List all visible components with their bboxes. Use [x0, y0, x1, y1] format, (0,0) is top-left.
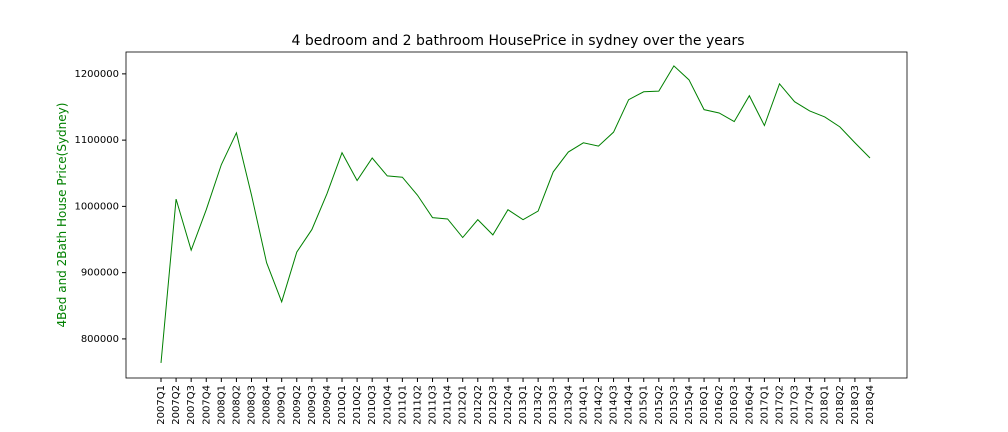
x-tick-label: 2017Q1 — [759, 385, 770, 425]
x-tick-label: 2017Q3 — [790, 385, 801, 425]
x-tick-label: 2009Q3 — [307, 385, 318, 425]
x-tick-label: 2011Q1 — [397, 385, 408, 425]
y-tick-label: 1100000 — [74, 135, 119, 146]
x-tick-label: 2018Q1 — [820, 385, 831, 425]
x-tick-label: 2009Q2 — [292, 385, 303, 425]
x-tick-label: 2010Q3 — [367, 385, 378, 425]
x-tick-label: 2011Q3 — [428, 385, 439, 425]
x-tick-label: 2010Q1 — [337, 385, 348, 425]
data-line — [160, 65, 871, 363]
y-tick-label: 1000000 — [74, 201, 119, 212]
x-tick-label: 2018Q3 — [850, 385, 861, 425]
x-tick-label: 2014Q4 — [624, 385, 635, 425]
plot-frame — [125, 51, 908, 379]
x-tick-label: 2015Q4 — [684, 385, 695, 425]
x-tick-label: 2016Q4 — [744, 385, 755, 425]
x-tick-label: 2007Q2 — [171, 385, 182, 425]
x-tick-label: 2018Q2 — [835, 385, 846, 425]
x-tick-label: 2014Q3 — [609, 385, 620, 425]
x-tick-label: 2013Q4 — [563, 385, 574, 425]
x-tick-label: 2008Q1 — [216, 385, 227, 425]
x-tick-label: 2015Q3 — [669, 385, 680, 425]
x-tick-label: 2011Q2 — [412, 385, 423, 425]
x-tick-label: 2013Q1 — [518, 385, 529, 425]
x-tick-label: 2008Q4 — [262, 385, 273, 425]
y-tick-label: 1200000 — [74, 69, 119, 80]
x-tick-label: 2017Q2 — [774, 385, 785, 425]
x-tick-label: 2015Q1 — [639, 385, 650, 425]
x-tick-label: 2016Q3 — [729, 385, 740, 425]
x-tick-label: 2016Q1 — [699, 385, 710, 425]
x-tick-label: 2007Q3 — [186, 385, 197, 425]
x-tick-label: 2012Q2 — [473, 385, 484, 425]
x-tick-label: 2013Q3 — [548, 385, 559, 425]
y-axis-label: 4Bed and 2Bath House Price(Sydney) — [55, 103, 69, 328]
x-tick-label: 2016Q2 — [714, 385, 725, 425]
x-tick-label: 2010Q4 — [382, 385, 393, 425]
x-tick-label: 2012Q4 — [503, 385, 514, 425]
x-tick-label: 2011Q4 — [443, 385, 454, 425]
x-tick-label: 2015Q2 — [654, 385, 665, 425]
x-tick-label: 2008Q3 — [247, 385, 258, 425]
x-tick-label: 2013Q2 — [533, 385, 544, 425]
x-tick-label: 2010Q2 — [352, 385, 363, 425]
x-tick-label: 2018Q4 — [865, 385, 876, 425]
x-tick-label: 2009Q4 — [322, 385, 333, 425]
x-tick-label: 2009Q1 — [277, 385, 288, 425]
x-tick-label: 2007Q1 — [156, 385, 167, 425]
chart-title: 4 bedroom and 2 bathroom HousePrice in s… — [291, 33, 744, 49]
x-tick-label: 2014Q2 — [593, 385, 604, 425]
x-tick-label: 2008Q2 — [231, 385, 242, 425]
x-tick-label: 2012Q3 — [488, 385, 499, 425]
y-tick-label: 900000 — [81, 268, 119, 279]
y-tick-label: 800000 — [81, 334, 119, 345]
x-tick-label: 2017Q4 — [805, 385, 816, 425]
x-tick-label: 2007Q4 — [201, 385, 212, 425]
x-tick-label: 2014Q1 — [578, 385, 589, 425]
x-tick-label: 2012Q1 — [458, 385, 469, 425]
